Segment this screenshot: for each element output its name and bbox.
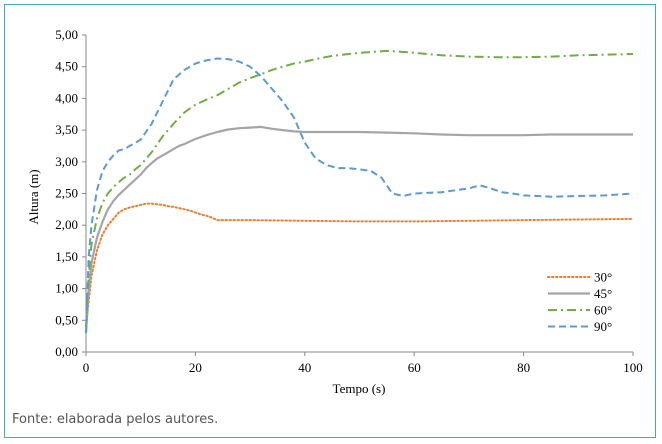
y-axis-ticks: 0,00 0,50 1,00 1,50 2,00 2,50 3,00 3,50 4,00 4,50… (55, 27, 86, 359)
x-axis-ticks: 0 20 40 60 80 100 (83, 352, 643, 375)
x-tick-label: 0 (83, 360, 90, 375)
x-axis-title: Tempo (s) (333, 381, 386, 396)
y-tick-label: 1,50 (55, 249, 78, 264)
x-tick-label: 20 (189, 360, 202, 375)
y-tick-label: 2,50 (55, 186, 78, 201)
line-chart: 0,00 0,50 1,00 1,50 2,00 2,50 3,00 3,50 4,00 4,50… (26, 27, 643, 396)
series-lines (84, 49, 634, 334)
x-tick-label: 80 (517, 360, 530, 375)
y-axis-title: Altura (m) (26, 169, 41, 224)
series-line-2 (85, 49, 634, 327)
series-line-1 (84, 125, 633, 334)
legend-label-2: 60° (594, 303, 612, 318)
legend: 30°45° 60°90° (547, 270, 612, 334)
x-tick-label: 40 (298, 360, 311, 375)
y-tick-label: 0,50 (55, 312, 78, 327)
series-line-0 (85, 202, 634, 328)
x-tick-label: 100 (623, 360, 643, 375)
y-tick-label: 2,00 (55, 217, 78, 232)
y-tick-label: 4,50 (55, 59, 78, 74)
y-tick-label: 4,00 (55, 90, 78, 105)
figure-caption: Fonte: elaborada pelos autores. (12, 412, 219, 427)
series-line-3 (85, 57, 634, 334)
y-tick-label: 3,00 (55, 154, 78, 169)
y-tick-label: 0,00 (55, 344, 78, 359)
legend-label-0: 30° (594, 270, 612, 285)
x-tick-label: 60 (408, 360, 421, 375)
legend-label-1: 45° (594, 286, 612, 301)
y-tick-label: 1,00 (55, 281, 78, 296)
y-tick-label: 3,50 (55, 122, 78, 137)
legend-label-3: 90° (594, 319, 612, 334)
y-tick-label: 5,00 (55, 27, 78, 42)
